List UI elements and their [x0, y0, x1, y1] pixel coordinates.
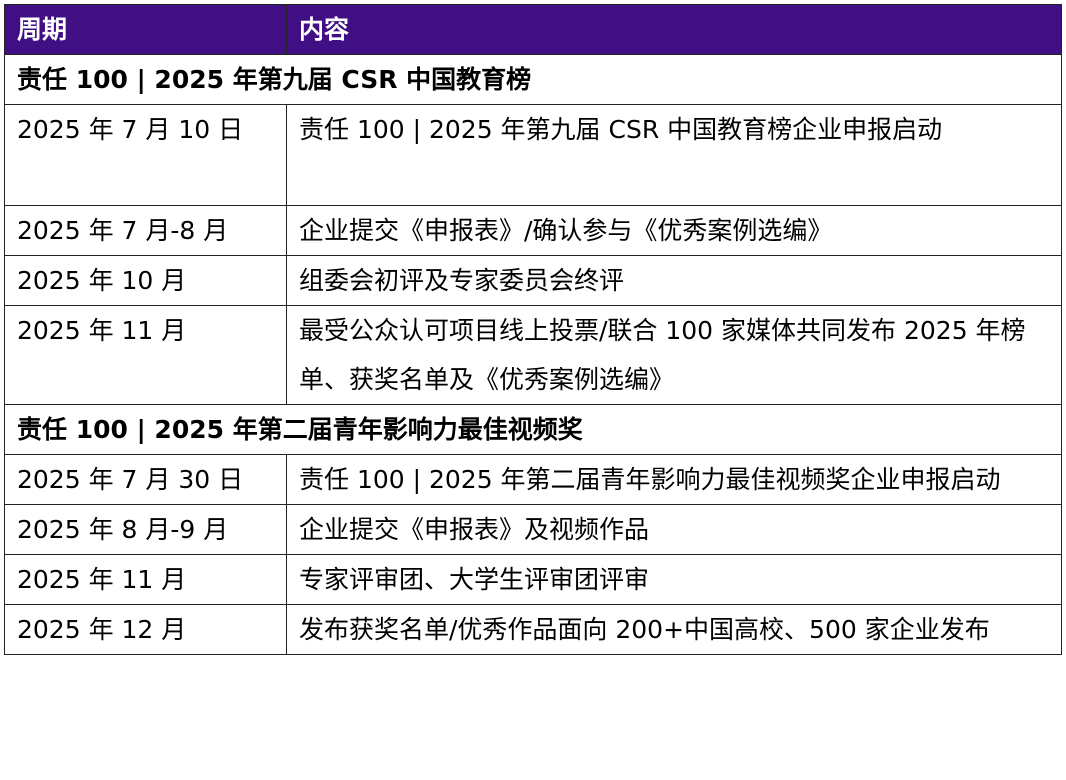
- content-cell: 专家评审团、大学生评审团评审: [286, 554, 1062, 605]
- period-cell: 2025 年 11 月: [4, 554, 287, 605]
- table-header: 周期 内容: [4, 4, 1062, 55]
- table-row: 2025 年 10 月 组委会初评及专家委员会终评: [4, 255, 1062, 306]
- content-cell: 责任 100 | 2025 年第九届 CSR 中国教育榜企业申报启动: [286, 104, 1062, 206]
- table-row: 2025 年 12 月 发布获奖名单/优秀作品面向 200+中国高校、500 家…: [4, 604, 1062, 655]
- section-title: 责任 100 | 2025 年第二届青年影响力最佳视频奖: [4, 404, 1062, 455]
- period-cell: 2025 年 7 月-8 月: [4, 205, 287, 256]
- content-cell: 组委会初评及专家委员会终评: [286, 255, 1062, 306]
- table-row: 2025 年 7 月 30 日 责任 100 | 2025 年第二届青年影响力最…: [4, 454, 1062, 505]
- table-row: 2025 年 8 月-9 月 企业提交《申报表》及视频作品: [4, 504, 1062, 555]
- content-cell: 最受公众认可项目线上投票/联合 100 家媒体共同发布 2025 年榜单、获奖名…: [286, 305, 1062, 405]
- period-cell: 2025 年 8 月-9 月: [4, 504, 287, 555]
- section-row: 责任 100 | 2025 年第二届青年影响力最佳视频奖: [4, 404, 1062, 455]
- period-cell: 2025 年 12 月: [4, 604, 287, 655]
- content-cell: 企业提交《申报表》/确认参与《优秀案例选编》: [286, 205, 1062, 256]
- header-period: 周期: [4, 4, 287, 55]
- period-cell: 2025 年 7 月 10 日: [4, 104, 287, 206]
- content-cell: 企业提交《申报表》及视频作品: [286, 504, 1062, 555]
- table-row: 2025 年 11 月 专家评审团、大学生评审团评审: [4, 554, 1062, 605]
- content-cell: 发布获奖名单/优秀作品面向 200+中国高校、500 家企业发布: [286, 604, 1062, 655]
- section-title: 责任 100 | 2025 年第九届 CSR 中国教育榜: [4, 54, 1062, 105]
- schedule-table: 周期 内容 责任 100 | 2025 年第九届 CSR 中国教育榜 2025 …: [4, 4, 1062, 655]
- period-cell: 2025 年 11 月: [4, 305, 287, 405]
- section-row: 责任 100 | 2025 年第九届 CSR 中国教育榜: [4, 54, 1062, 105]
- header-content: 内容: [286, 4, 1062, 55]
- content-cell: 责任 100 | 2025 年第二届青年影响力最佳视频奖企业申报启动: [286, 454, 1062, 505]
- period-cell: 2025 年 7 月 30 日: [4, 454, 287, 505]
- table-row: 2025 年 7 月 10 日 责任 100 | 2025 年第九届 CSR 中…: [4, 104, 1062, 206]
- period-cell: 2025 年 10 月: [4, 255, 287, 306]
- table-row: 2025 年 11 月 最受公众认可项目线上投票/联合 100 家媒体共同发布 …: [4, 305, 1062, 405]
- table-row: 2025 年 7 月-8 月 企业提交《申报表》/确认参与《优秀案例选编》: [4, 205, 1062, 256]
